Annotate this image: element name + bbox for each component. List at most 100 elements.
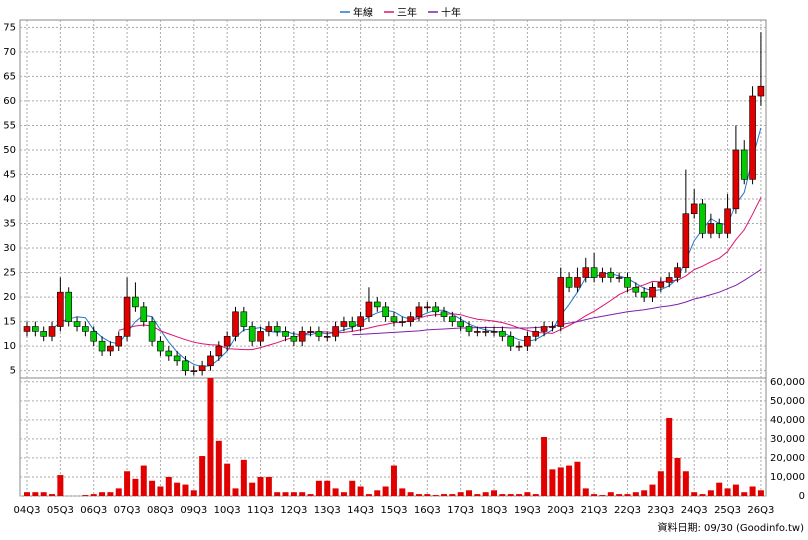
volume-bar bbox=[582, 488, 589, 496]
candle-body bbox=[165, 350, 173, 357]
volume-bar bbox=[240, 459, 247, 496]
volume-bar bbox=[374, 490, 381, 496]
candle-body bbox=[540, 326, 548, 332]
volume-bar bbox=[349, 480, 356, 496]
candle-body bbox=[532, 331, 540, 337]
candle-body bbox=[182, 360, 189, 371]
volume-bar bbox=[40, 492, 47, 496]
candle-body bbox=[307, 331, 314, 333]
x-tick-label: 23Q3 bbox=[647, 505, 674, 516]
candle-body bbox=[615, 277, 623, 279]
x-tick-label: 13Q3 bbox=[314, 505, 341, 516]
candle-body bbox=[32, 326, 39, 332]
volume-bar bbox=[491, 490, 498, 496]
volume-bar bbox=[140, 465, 147, 496]
volume-bar bbox=[299, 492, 306, 496]
volume-bar bbox=[607, 492, 614, 496]
candle-body bbox=[699, 203, 706, 234]
candle-body bbox=[515, 345, 523, 348]
volume-bar bbox=[390, 465, 397, 496]
x-tick-label: 15Q3 bbox=[380, 505, 407, 516]
candle-body bbox=[123, 296, 131, 337]
volume-bar bbox=[332, 488, 339, 496]
x-tick-label: 06Q3 bbox=[80, 505, 107, 516]
y2-tick-label: 0 bbox=[799, 491, 805, 502]
volume-bar bbox=[724, 488, 731, 496]
volume-bar bbox=[474, 494, 481, 496]
y-tick-label: 5 bbox=[10, 366, 16, 377]
candle-body bbox=[173, 355, 181, 362]
candle-body bbox=[282, 331, 289, 337]
volume-bar bbox=[107, 492, 114, 496]
volume-bar bbox=[457, 492, 464, 496]
ma-line bbox=[352, 269, 762, 336]
y-tick-label: 20 bbox=[3, 292, 16, 303]
candle-body bbox=[707, 223, 715, 234]
volume-bar bbox=[224, 463, 231, 496]
volume-bar bbox=[449, 494, 456, 496]
candle-body bbox=[73, 321, 81, 327]
candle-body bbox=[332, 326, 339, 337]
legend-label: 十年 bbox=[441, 6, 461, 19]
volume-bar bbox=[424, 494, 431, 496]
candle-body bbox=[232, 311, 239, 337]
candle-body bbox=[398, 321, 406, 323]
y-tick-label: 55 bbox=[3, 120, 16, 131]
volume-bar bbox=[82, 495, 89, 496]
volume-bar bbox=[599, 495, 606, 496]
candle-body bbox=[248, 326, 256, 342]
candle-body bbox=[198, 365, 206, 371]
candle-body bbox=[190, 370, 198, 372]
volume-bar bbox=[666, 417, 673, 496]
candle-body bbox=[424, 306, 431, 309]
volume-bar bbox=[549, 469, 556, 496]
candle-body bbox=[57, 291, 64, 327]
volume-bar bbox=[307, 494, 314, 496]
candle-body bbox=[298, 331, 306, 342]
candle-body bbox=[48, 326, 56, 337]
candle-body bbox=[115, 336, 123, 347]
y-tick-label: 50 bbox=[3, 145, 16, 156]
candle-body bbox=[215, 345, 223, 357]
volume-bar bbox=[441, 494, 447, 496]
candle-body bbox=[132, 296, 139, 308]
x-tick-label: 14Q3 bbox=[347, 505, 374, 516]
volume-bar bbox=[382, 486, 389, 496]
x-tick-label: 04Q3 bbox=[14, 505, 41, 516]
ma-line bbox=[51, 127, 762, 368]
candle-body bbox=[323, 336, 331, 338]
volume-bar bbox=[415, 494, 422, 496]
candle-body bbox=[357, 316, 364, 327]
volume-bar bbox=[466, 490, 473, 496]
x-tick-label: 24Q3 bbox=[681, 505, 708, 516]
volume-bar bbox=[274, 492, 281, 496]
candle-body bbox=[482, 331, 490, 333]
candle-body bbox=[107, 345, 114, 352]
volume-bar bbox=[115, 488, 122, 496]
volume-bar bbox=[157, 486, 164, 496]
candle-body bbox=[665, 277, 673, 283]
x-tick-label: 10Q3 bbox=[214, 505, 241, 516]
x-tick-label: 07Q3 bbox=[114, 505, 141, 516]
x-tick-label: 19Q3 bbox=[514, 505, 541, 516]
candle-body bbox=[98, 340, 106, 352]
candle-body bbox=[223, 336, 231, 347]
y-tick-label: 25 bbox=[3, 268, 16, 279]
volume-bar bbox=[357, 486, 364, 496]
candle-body bbox=[732, 149, 740, 210]
volume-bar bbox=[215, 440, 222, 496]
candle-body bbox=[632, 286, 640, 293]
candle-body bbox=[740, 149, 748, 180]
volume-bar bbox=[282, 492, 289, 496]
x-tick-label: 25Q3 bbox=[714, 505, 741, 516]
ma-line bbox=[118, 197, 762, 351]
candle-body bbox=[657, 282, 665, 288]
volume-bar bbox=[315, 480, 322, 496]
volume-bar bbox=[566, 465, 573, 496]
volume-bar bbox=[532, 494, 539, 496]
x-tick-label: 17Q3 bbox=[447, 505, 474, 516]
candle-body bbox=[690, 203, 698, 215]
volume-bar bbox=[749, 486, 756, 496]
candle-body bbox=[582, 267, 590, 278]
volume-bar bbox=[616, 494, 623, 496]
